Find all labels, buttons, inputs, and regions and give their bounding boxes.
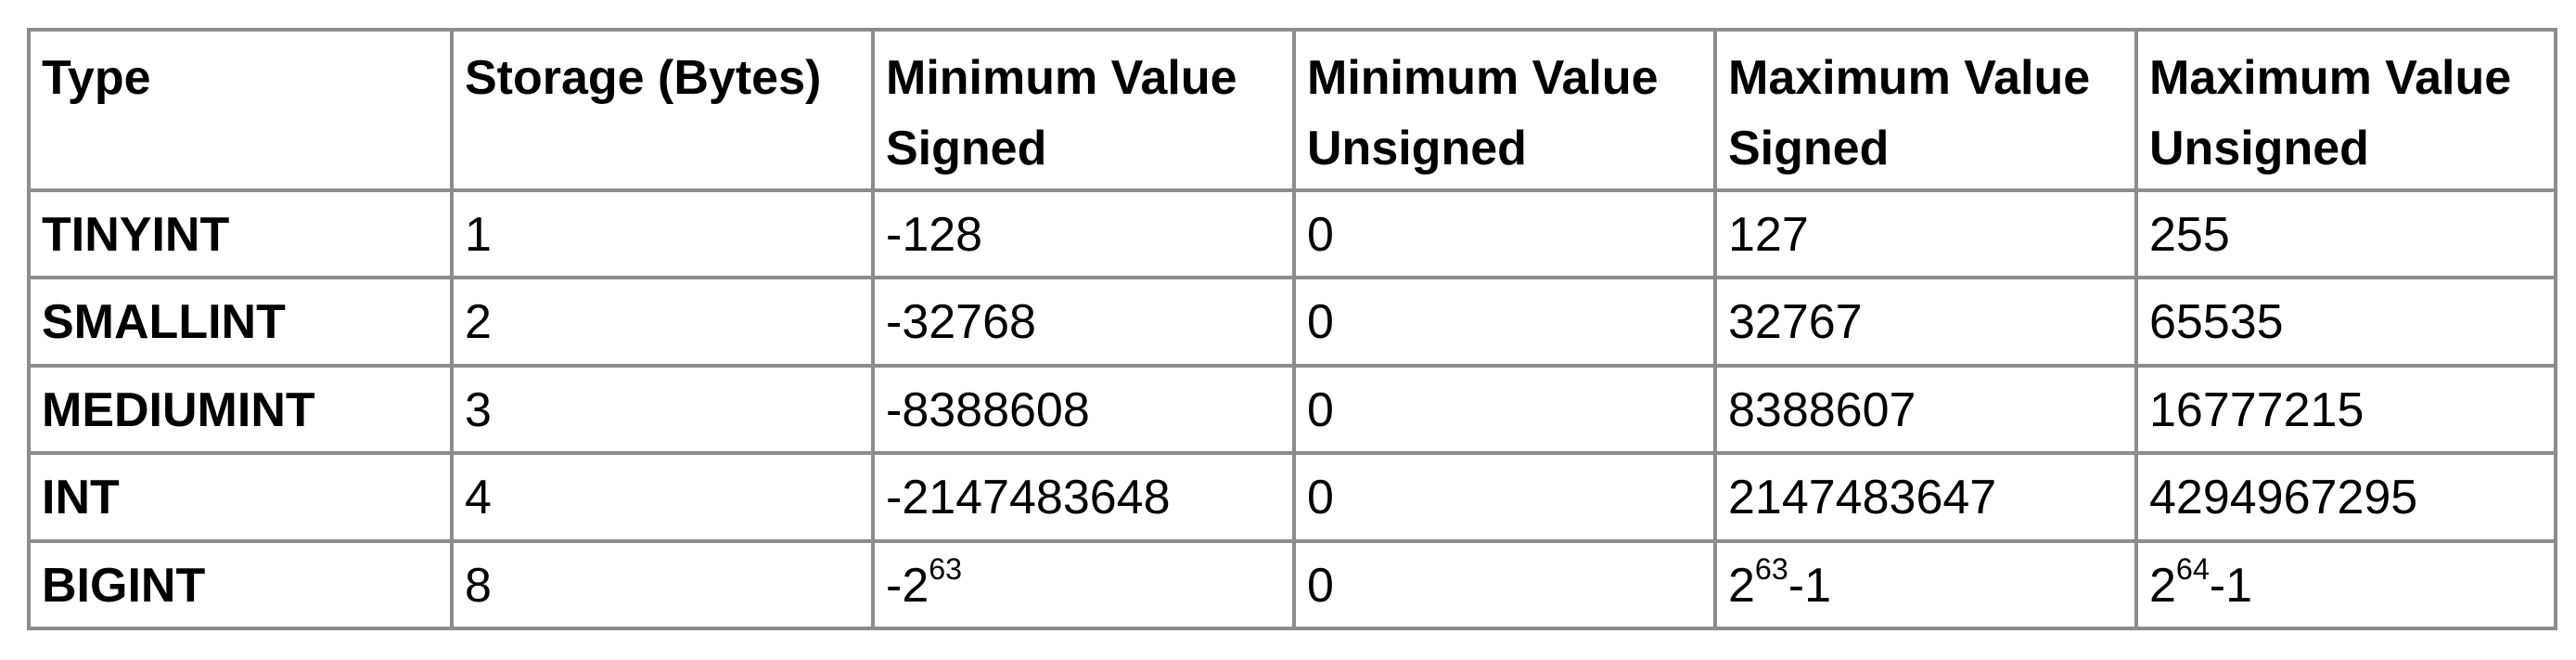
header-storage-line1: Storage (Bytes) (465, 51, 822, 105)
header-min-unsigned-line2: Unsigned (1307, 122, 1527, 175)
cell-min-signed: -8388608 (871, 363, 1296, 456)
integer-types-table: Type Storage (Bytes) Minimum Value Signe… (27, 28, 2557, 631)
header-min-signed-line1: Minimum Value (886, 51, 1237, 105)
value-base: 4294967295 (2149, 471, 2418, 525)
value-suffix: -1 (2209, 558, 2253, 613)
cell-max-unsigned: 255 (2134, 188, 2557, 280)
value-base: 255 (2149, 208, 2230, 262)
cell-max-unsigned: 4294967295 (2134, 451, 2557, 543)
cell-type: BIGINT (27, 538, 454, 631)
cell-storage: 8 (450, 538, 875, 631)
value-base: 2 (2149, 558, 2176, 613)
cell-type: MEDIUMINT (27, 363, 454, 456)
header-type-line1: Type (42, 51, 151, 105)
value-base: 16777215 (2149, 382, 2365, 437)
value-exponent: 64 (2175, 551, 2210, 586)
header-max-signed-line2: Signed (1728, 122, 1890, 175)
value-base: 2147483647 (1728, 471, 1997, 525)
cell-min-unsigned: 0 (1292, 363, 1717, 456)
cell-max-signed: 127 (1713, 188, 2138, 280)
cell-type: TINYINT (27, 188, 454, 280)
cell-storage: 4 (450, 451, 875, 543)
value-base: -2147483648 (886, 471, 1171, 525)
header-min-signed-line2: Signed (886, 122, 1047, 175)
cell-type: SMALLINT (27, 276, 454, 368)
cell-max-signed: 32767 (1713, 276, 2138, 368)
header-maximum-value-unsigned: Maximum Value Unsigned (2134, 28, 2557, 192)
cell-min-signed: -32768 (871, 276, 1296, 368)
cell-max-signed: 2147483647 (1713, 451, 2138, 543)
cell-max-unsigned: 264-1 (2134, 538, 2557, 631)
cell-max-unsigned: 16777215 (2134, 363, 2557, 456)
cell-max-signed: 8388607 (1713, 363, 2138, 456)
header-storage-bytes: Storage (Bytes) (450, 28, 875, 192)
table-header-row: Type Storage (Bytes) Minimum Value Signe… (27, 28, 2557, 192)
cell-type: INT (27, 451, 454, 543)
value-base: 65535 (2149, 295, 2284, 350)
header-max-signed-line1: Maximum Value (1728, 51, 2091, 105)
cell-storage: 1 (450, 188, 875, 280)
header-max-unsigned-line1: Maximum Value (2149, 51, 2512, 105)
table-row: INT 4 -2147483648 0 2147483647 429496729… (27, 451, 2557, 543)
cell-max-unsigned: 65535 (2134, 276, 2557, 368)
table-row: BIGINT 8 -263 0 263-1 264-1 (27, 538, 2557, 631)
value-suffix: -1 (1788, 558, 1832, 613)
value-base: -2 (886, 558, 929, 613)
header-minimum-value-signed: Minimum Value Signed (871, 28, 1296, 192)
header-max-unsigned-line2: Unsigned (2149, 122, 2369, 175)
header-type: Type (27, 28, 454, 192)
value-base: 32767 (1728, 295, 1863, 350)
header-minimum-value-unsigned: Minimum Value Unsigned (1292, 28, 1717, 192)
cell-min-unsigned: 0 (1292, 451, 1717, 543)
cell-storage: 3 (450, 363, 875, 456)
table-row: TINYINT 1 -128 0 127 255 (27, 188, 2557, 280)
value-exponent: 63 (929, 551, 963, 586)
cell-min-unsigned: 0 (1292, 188, 1717, 280)
header-min-unsigned-line1: Minimum Value (1307, 51, 1659, 105)
table-row: SMALLINT 2 -32768 0 32767 65535 (27, 276, 2557, 368)
header-maximum-value-signed: Maximum Value Signed (1713, 28, 2138, 192)
integer-types-table-container: Type Storage (Bytes) Minimum Value Signe… (27, 28, 2557, 631)
cell-min-signed: -263 (871, 538, 1296, 631)
value-exponent: 63 (1754, 551, 1788, 586)
cell-min-unsigned: 0 (1292, 538, 1717, 631)
cell-min-unsigned: 0 (1292, 276, 1717, 368)
cell-max-signed: 263-1 (1713, 538, 2138, 631)
cell-min-signed: -2147483648 (871, 451, 1296, 543)
cell-storage: 2 (450, 276, 875, 368)
value-base: 127 (1728, 208, 1809, 262)
value-base: 2 (1728, 558, 1755, 613)
value-base: -128 (886, 208, 983, 262)
value-base: -32768 (886, 295, 1036, 350)
cell-min-signed: -128 (871, 188, 1296, 280)
value-base: 8388607 (1728, 382, 1916, 437)
table-row: MEDIUMINT 3 -8388608 0 8388607 16777215 (27, 363, 2557, 456)
value-base: -8388608 (886, 382, 1090, 437)
